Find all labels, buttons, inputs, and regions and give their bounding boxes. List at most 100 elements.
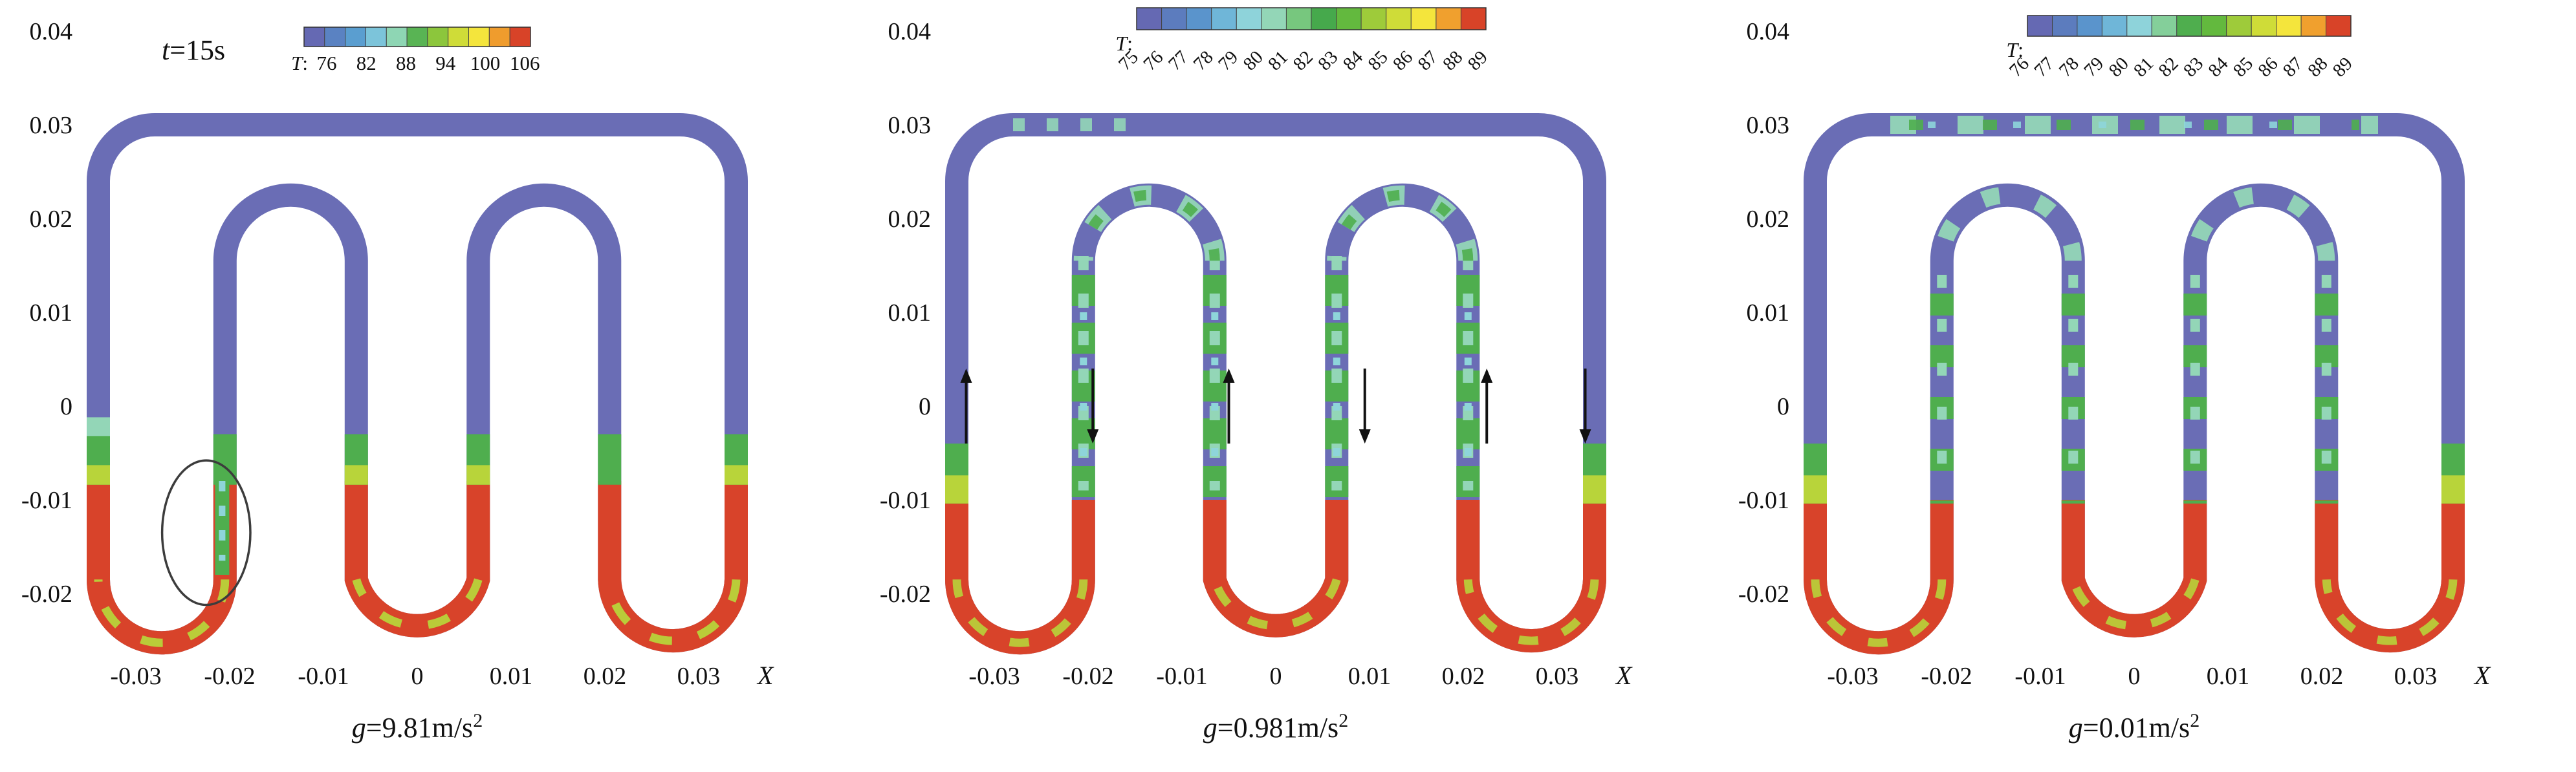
colorbar-cell — [345, 27, 366, 47]
colorbar-tick: 85 — [1364, 47, 1392, 74]
colorbar-tick: 88 — [396, 52, 416, 74]
colorbar-cell — [324, 27, 346, 47]
colorbar-frame — [303, 27, 531, 47]
arrowhead-down — [1087, 429, 1099, 444]
colorbar-tick: 79 — [2080, 53, 2108, 81]
y-tick-label: -0.02 — [21, 581, 72, 608]
y-tick-label: -0.01 — [21, 487, 72, 514]
arrowhead-up — [1481, 369, 1493, 383]
x-tick-label: 0 — [1270, 663, 1282, 690]
tube-contour — [1804, 113, 2465, 655]
arrowhead-down — [1359, 429, 1371, 444]
temperature-colorbar: T: 76 82 88 94 100 106 — [291, 27, 540, 74]
time-label: t=15s — [162, 34, 225, 66]
gravity-label: g=0.981m/s2 — [1203, 710, 1348, 744]
colorbar-tick: 89 — [2329, 53, 2357, 81]
colorbar-tick: 78 — [2055, 53, 2083, 81]
y-tick-label: -0.02 — [1738, 581, 1789, 608]
colorbar-cell — [2151, 15, 2178, 37]
colorbar-title: T: — [2006, 38, 2024, 61]
colorbar-cell — [1386, 7, 1412, 30]
y-tick-label: 0.03 — [30, 112, 73, 139]
colorbar-cell — [2176, 15, 2202, 37]
contour-segment — [94, 579, 230, 647]
x-tick-label: -0.02 — [204, 663, 255, 690]
colorbar-tick: 94 — [435, 52, 456, 74]
y-tick-label: 0.03 — [888, 112, 932, 139]
highlight-ellipse — [160, 459, 252, 606]
gravity-label: g=0.01m/s2 — [2069, 710, 2199, 744]
colorbar-cell — [1261, 7, 1287, 30]
colorbar-cell — [1211, 7, 1237, 30]
colorbar-tick: 80 — [1239, 47, 1267, 74]
colorbar-cell — [406, 27, 428, 47]
contour-segment — [2069, 578, 2199, 630]
arrowhead-down — [1579, 429, 1591, 444]
x-tick-label: -0.01 — [298, 663, 349, 690]
contour-segment — [945, 113, 1606, 655]
y-tick-label: 0.01 — [888, 299, 932, 327]
colorbar-tick: 87 — [1414, 47, 1442, 74]
y-tick-label: 0.04 — [1747, 18, 1790, 45]
x-tick-label: 0.02 — [584, 663, 627, 690]
y-tick-label: -0.02 — [880, 581, 931, 608]
colorbar-cell — [2251, 15, 2277, 37]
x-tick-label: 0 — [411, 663, 424, 690]
colorbar-cell — [1360, 7, 1387, 30]
y-tick-label: 0.01 — [30, 299, 73, 327]
contour-segment — [2061, 500, 2207, 638]
colorbar-cell — [427, 27, 449, 47]
colorbar-cell — [2027, 15, 2053, 37]
tube-contour — [87, 113, 748, 655]
arrowhead-up — [960, 369, 972, 383]
colorbar-tick: 84 — [1339, 47, 1367, 74]
colorbar-cell — [2101, 15, 2128, 37]
contour-segment — [87, 113, 748, 655]
x-tick-label: -0.02 — [1921, 663, 1972, 690]
x-axis: -0.03 -0.02 -0.01 0 0.01 0.02 0.03 X — [110, 661, 774, 690]
x-axis-label: X — [756, 661, 774, 690]
colorbar-tick: 89 — [1464, 47, 1492, 74]
y-tick-label: 0.04 — [888, 18, 932, 45]
colorbar-cell — [1311, 7, 1337, 30]
contour-segment — [1463, 579, 1599, 645]
colorbar-cell — [2077, 15, 2102, 37]
x-tick-label: -0.02 — [1062, 663, 1113, 690]
colorbar-tick: 106 — [510, 52, 540, 74]
x-tick-label: 0.02 — [2300, 663, 2344, 690]
colorbar-tick: 86 — [1389, 47, 1417, 74]
colorbar-tick: 79 — [1214, 47, 1242, 74]
x-tick-label: 0.01 — [2207, 663, 2250, 690]
y-axis: 0.04 0.03 0.02 0.01 0 -0.01 -0.02 — [880, 18, 931, 608]
colorbar-cell — [1285, 7, 1312, 30]
flow-arrows — [960, 369, 1591, 444]
gravity-label: g=9.81m/s2 — [352, 710, 483, 744]
colorbar-tick: 82 — [1289, 47, 1317, 74]
colorbar-tick: 77 — [2030, 53, 2058, 81]
colorbar-tick: 83 — [1314, 47, 1342, 74]
y-tick-label: 0 — [1777, 393, 1789, 420]
x-tick-label: -0.01 — [1156, 663, 1207, 690]
colorbar-cell — [1161, 7, 1187, 30]
colorbar-cell — [468, 27, 490, 47]
tube-contour — [945, 113, 1606, 655]
panel-g9.81: 0.040.030.020.010-0.01-0.02-0.03 -0.02 -0.… — [0, 0, 858, 772]
contour-segment — [2187, 186, 2335, 261]
colorbar-tick: 80 — [2105, 53, 2133, 81]
colorbar-tick: 84 — [2205, 53, 2232, 81]
colorbar-cell — [366, 27, 387, 47]
colorbar-frame — [2027, 15, 2352, 37]
x-tick-label: 0.01 — [1348, 663, 1392, 690]
y-tick-label: -0.01 — [1738, 487, 1789, 514]
colorbar-tick: 78 — [1190, 47, 1217, 74]
x-tick-label: 0.01 — [490, 663, 533, 690]
colorbar-tick: 82 — [356, 52, 377, 74]
colorbar-frame — [1136, 7, 1487, 30]
contour-segment — [344, 481, 490, 638]
panel-g0.981: 0.040.030.020.010-0.01-0.02-0.03 -0.02 -0.… — [858, 0, 1717, 772]
x-tick-label: -0.01 — [2014, 663, 2066, 690]
x-tick-label: 0 — [2128, 663, 2141, 690]
x-tick-label: -0.03 — [110, 663, 161, 690]
